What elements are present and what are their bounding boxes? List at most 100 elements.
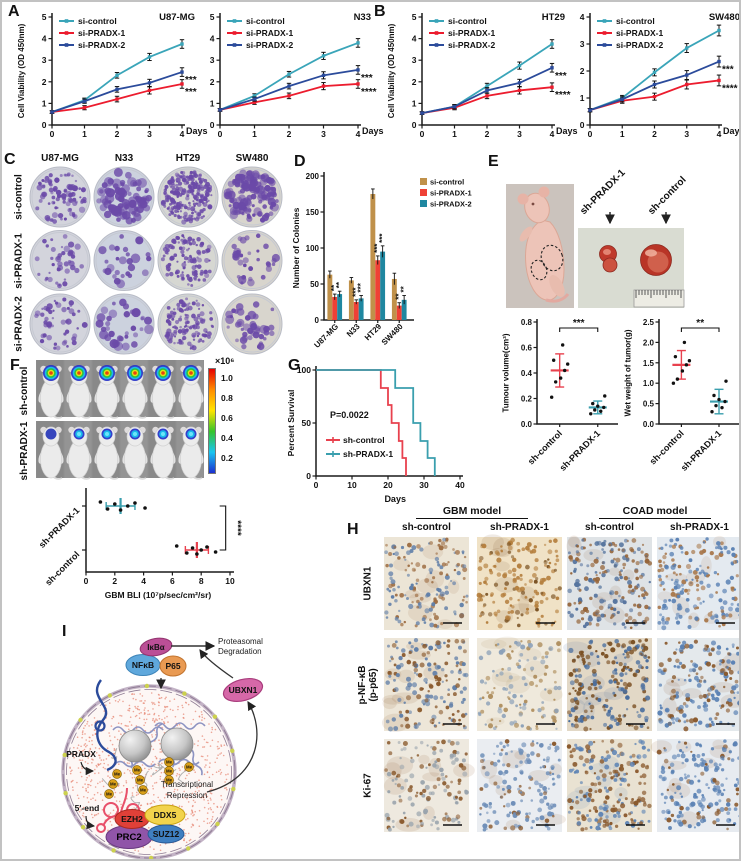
- y-axis-label: Number of Colonies: [291, 207, 301, 288]
- legend-label: si-control: [430, 178, 464, 187]
- nucleosome: [118, 729, 152, 763]
- x-tick-label: 1: [620, 129, 625, 139]
- significance-label: **: [696, 318, 704, 329]
- tumor-small: [602, 257, 618, 273]
- y-tick-label: 4: [210, 34, 215, 44]
- y-axis-label: Percent Survival: [286, 390, 296, 457]
- x-tick-label: 4: [141, 576, 146, 586]
- x-tick-label: 30: [419, 480, 429, 490]
- x-tick-label: 20: [383, 480, 393, 490]
- methyl-label: Me: [166, 760, 173, 765]
- y-tick-label: 1: [412, 98, 417, 108]
- x-tick-label: 0: [588, 129, 593, 139]
- significance-label: ***: [573, 318, 585, 329]
- y-tick-label: 5: [42, 12, 47, 22]
- y-tick-label: 1.5: [643, 359, 655, 368]
- tumor-site-circle: [530, 259, 548, 281]
- x-tick-label: 2: [115, 129, 120, 139]
- transcriptional-repression-label2: Repression: [167, 791, 207, 800]
- bli-color-scale: [208, 368, 216, 474]
- significance-label: ***: [185, 87, 197, 98]
- x-tick-label: 0: [420, 129, 425, 139]
- legend-label: si-PRADX-1: [430, 189, 472, 198]
- ihc-tile-grid: [381, 534, 739, 832]
- y-tick-label: 2.5: [643, 318, 655, 327]
- nude-mouse-photo: [506, 184, 574, 308]
- x-tick-label: 4: [356, 129, 361, 139]
- prc2-label: PRC2: [116, 832, 141, 843]
- x-tick-label: 0: [218, 129, 223, 139]
- significance-label: ****: [232, 520, 243, 536]
- x-tick-label: 2: [287, 129, 292, 139]
- y-tick-label: 50: [310, 280, 319, 289]
- chart-percent-survival: 0 50 100 0 10 20 30 40 Percent Survival Days P=0.0…: [286, 365, 465, 504]
- nucleosome: [160, 727, 194, 761]
- y-tick-label: 1: [42, 98, 47, 108]
- significance-label: ***: [357, 282, 366, 292]
- group-label: sh-PRADX-1: [679, 428, 724, 473]
- rna-5prime-loop: [96, 823, 106, 833]
- y-tick-label: 100: [306, 244, 320, 253]
- tumor-label-sh-pradx1: sh-PRADX-1: [578, 167, 628, 217]
- group-label: sh-PRADX-1: [37, 505, 82, 550]
- colony-dish-grid: [29, 166, 283, 355]
- y-tick-label: 0: [210, 120, 215, 130]
- x-tick-label: 3: [684, 129, 689, 139]
- bli-scale-tick: 0.8: [221, 393, 233, 403]
- mouse-ear: [517, 193, 529, 205]
- mouse-hindleg: [549, 275, 565, 297]
- colony-row-label: si-control: [13, 174, 24, 220]
- proteasomal-label: Proteasomal: [218, 637, 263, 646]
- x-axis-label: Days: [723, 126, 741, 136]
- methyl-label: Me: [186, 765, 193, 770]
- y-tick-label: 0: [412, 120, 417, 130]
- y-tick-label: 4: [412, 34, 417, 44]
- y-tick-label: 0: [580, 120, 585, 130]
- chart-viability-ht29: 0 1 2 3 4 5 0 1 2 3 4 Cell Viability (OD 450nm) Days…: [387, 12, 578, 139]
- colony-column-header: U87-MG: [41, 153, 79, 164]
- tumor-site-circle: [540, 244, 564, 272]
- ihc-column-label: sh-PRADX-1: [670, 522, 729, 533]
- x-tick-label: 8: [199, 576, 204, 586]
- panel-label-c: C: [4, 151, 16, 168]
- methyl-label: Me: [134, 768, 141, 773]
- legend-label: si-control: [78, 16, 117, 26]
- ubxn1-label: UBXN1: [229, 685, 258, 695]
- legend-label: si-PRADX-1: [448, 28, 496, 38]
- degradation-label: Degradation: [218, 647, 262, 656]
- legend-label: si-PRADX-2: [616, 40, 664, 50]
- y-tick-label: 2: [580, 66, 585, 76]
- x-tick-label: 2: [652, 129, 657, 139]
- ezh2-label: EZH2: [121, 814, 143, 824]
- methyl-label: Me: [137, 778, 144, 783]
- group-label: sh-control: [43, 549, 81, 587]
- legend-label: si-PRADX-2: [246, 40, 294, 50]
- y-tick-label: 2: [210, 77, 215, 87]
- x-tick-label: 0: [50, 129, 55, 139]
- y-tick-label: 2: [412, 77, 417, 87]
- tumor-highlight: [603, 249, 611, 255]
- mouse-foreleg: [519, 226, 533, 242]
- chart-viability-u87mg: 0 1 2 3 4 5 0 1 2 3 4 Cell Viability (OD 450nm) Days…: [17, 12, 208, 139]
- mouse-eye: [531, 202, 535, 206]
- ikba-label: IκBα: [147, 643, 164, 652]
- x-tick-label: 3: [517, 129, 522, 139]
- y-tick-label: 0.0: [521, 420, 533, 429]
- x-category-label: U87-MG: [312, 322, 340, 350]
- ihc-column-label: sh-control: [585, 522, 634, 533]
- bli-scale-title: ×10⁶: [215, 356, 235, 366]
- nuclear-pores: [62, 683, 236, 859]
- ubxn1-to-degradation-arrow: [199, 649, 234, 679]
- group-label: sh-control: [526, 428, 564, 466]
- methyl-label: Me: [106, 792, 113, 797]
- panel-label-f: F: [10, 357, 20, 374]
- x-tick-label: 40: [455, 480, 465, 490]
- significance-label: ***: [555, 71, 567, 82]
- significance-label: ***: [722, 65, 734, 76]
- chart-title: HT29: [542, 12, 565, 23]
- y-axis-label: Cell Viability (OD 450nm): [387, 23, 396, 118]
- methyl-marks: Me Me Me Me Me Me Me Me Me Me: [104, 757, 194, 799]
- legend-label: si-PRADX-1: [78, 28, 126, 38]
